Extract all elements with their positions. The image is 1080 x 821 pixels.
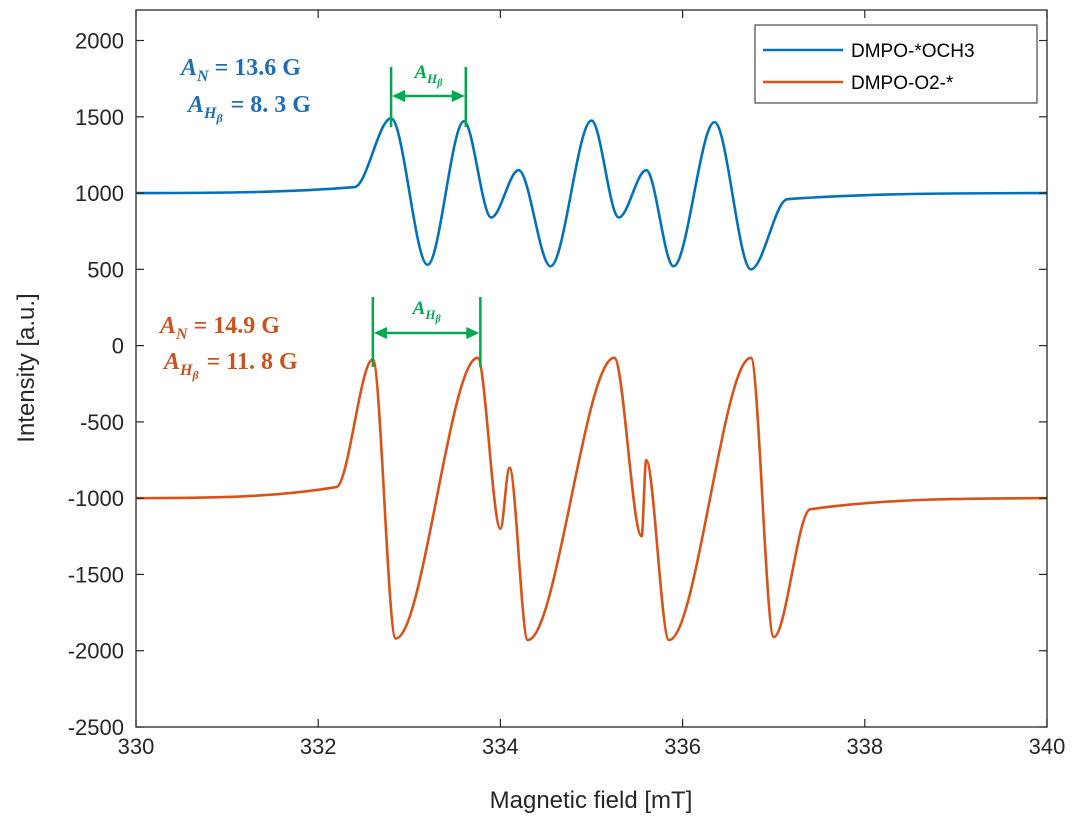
bracket-blue-arrow-right (451, 90, 465, 102)
x-tick-label: 332 (300, 734, 337, 759)
y-tick-label: -500 (80, 410, 124, 435)
x-tick-label: 334 (482, 734, 519, 759)
y-tick-label: -2500 (68, 715, 124, 740)
annotation-blue-ah: AHβ = 8. 3 G (186, 92, 311, 125)
x-tick-label: 330 (118, 734, 155, 759)
x-tick-label: 336 (664, 734, 701, 759)
plot-frame (135, 9, 1048, 728)
y-tick-label: 1500 (75, 105, 124, 130)
y-tick-label: 500 (87, 257, 124, 282)
legend-label-orange: DMPO-O2-* (851, 73, 954, 94)
x-axis-title: Magnetic field [mT] (490, 787, 693, 814)
legend: DMPO-*OCH3 DMPO-O2-* (754, 24, 1038, 104)
annotation-blue-an: AN = 13.6 G (179, 55, 301, 85)
x-tick-label: 340 (1029, 734, 1066, 759)
y-tick-label: 2000 (75, 29, 124, 54)
bracket-orange: AHβ (371, 297, 482, 367)
y-tick-label: -2000 (68, 639, 124, 664)
series-line-dmpo-och3 (135, 117, 1048, 271)
legend-label-blue: DMPO-*OCH3 (851, 41, 975, 62)
annotation-orange-ah: AHβ = 11. 8 G (162, 349, 298, 382)
y-axis-title: Intensity [a.u.] (13, 293, 40, 442)
ticks-layer: 330 332 334 336 338 340 2000 1500 1000 500 0 -500 -1… (68, 10, 1066, 759)
bracket-orange-label: AHβ (412, 298, 442, 325)
x-tick-label: 338 (846, 734, 883, 759)
bracket-blue-label: AHβ (413, 62, 443, 89)
legend-box (754, 24, 1038, 104)
series-line-dmpo-o2 (135, 356, 1048, 642)
y-tick-label: -1500 (68, 562, 124, 587)
annotation-orange-an: AN = 14.9 G (158, 313, 280, 343)
series-layer (135, 117, 1048, 642)
annotation-orange: AN = 14.9 G AHβ = 11. 8 G (158, 313, 298, 382)
bracket-orange-arrow-right (466, 327, 480, 339)
y-tick-label: 1000 (75, 181, 124, 206)
bracket-blue-arrow-left (392, 90, 406, 102)
y-tick-label: 0 (112, 334, 124, 359)
bracket-orange-arrow-left (373, 327, 387, 339)
annotation-blue: AN = 13.6 G AHβ = 8. 3 G (179, 55, 311, 125)
bracket-blue: AHβ (389, 62, 468, 127)
y-tick-label: -1000 (68, 486, 124, 511)
